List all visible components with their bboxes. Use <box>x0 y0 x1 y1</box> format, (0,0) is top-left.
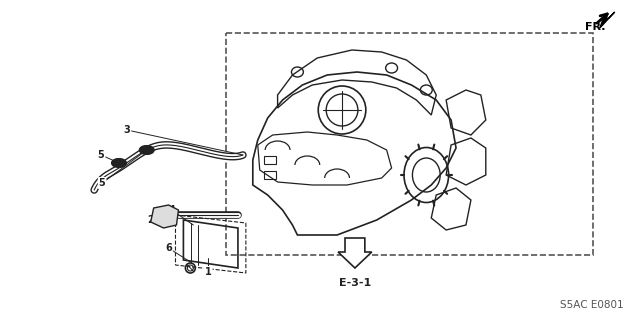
Text: S5AC E0801: S5AC E0801 <box>560 300 624 310</box>
Ellipse shape <box>112 159 126 167</box>
Text: 5: 5 <box>98 150 104 160</box>
Ellipse shape <box>140 146 154 154</box>
Bar <box>264 171 276 179</box>
Text: E-3-1: E-3-1 <box>339 278 371 288</box>
Text: 3: 3 <box>124 125 131 135</box>
Text: FR.: FR. <box>585 22 605 32</box>
Polygon shape <box>150 205 179 228</box>
Text: 1: 1 <box>205 267 212 277</box>
Text: 5: 5 <box>99 178 106 188</box>
Text: 4: 4 <box>168 205 175 215</box>
Bar <box>264 156 276 164</box>
Polygon shape <box>338 238 372 268</box>
Polygon shape <box>600 12 614 28</box>
Text: 6: 6 <box>165 243 172 253</box>
Text: 2: 2 <box>147 215 154 225</box>
